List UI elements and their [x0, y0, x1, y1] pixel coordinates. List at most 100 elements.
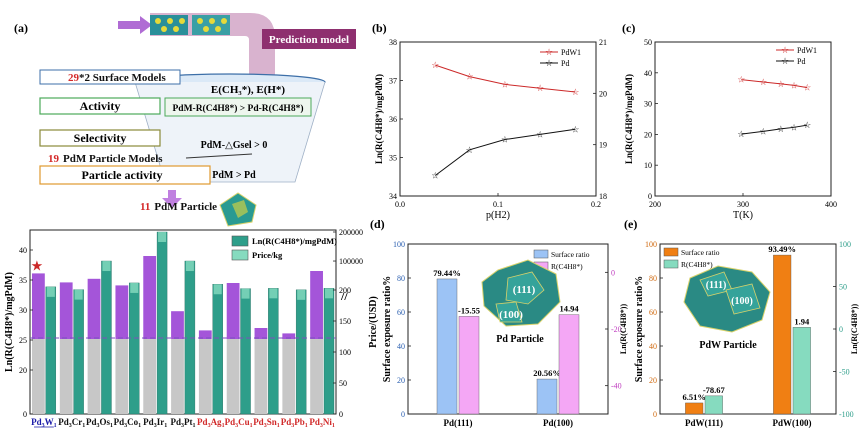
bar-price [212, 284, 223, 415]
pd-particle-title: Pd Particle [496, 334, 544, 345]
x-tick-label: Pd(100) [543, 418, 573, 428]
final-particle-image [219, 192, 257, 227]
bar-label-surface-ratio: 79.44% [433, 268, 461, 278]
bar-price-highlight [130, 282, 139, 293]
pd-particle-inset: (111) (100) Pd Particle [481, 259, 561, 345]
particle-activity-label: Particle activity [82, 168, 163, 182]
energy-descriptors: E(CH₃*), E(H*) [211, 84, 286, 96]
x-tick-label: Pd3Ni1 [309, 417, 335, 428]
bar-ln-bottom [32, 339, 45, 414]
series-line-Pd [434, 128, 576, 176]
y-tick-label-right: 0 [839, 325, 843, 334]
x-tick-label: PdW(100) [773, 418, 812, 428]
y-tick-label-left: 30 [19, 306, 27, 315]
chart-a-legend: Ln(R(C4H8*)/mgPdM) Price/kg [231, 235, 337, 261]
bar-ln-bottom [254, 339, 268, 414]
data-point-star: ☆ [759, 77, 767, 87]
legend-label-surface: Surface ratio [551, 250, 590, 259]
particle-activity-expression: PdM > Pd [212, 170, 256, 181]
y-tick-label-left: 20 [19, 366, 27, 375]
bar-r-value [458, 316, 480, 415]
bar-price-highlight [185, 261, 194, 272]
x-tick-label: Pd3W1 [31, 417, 57, 428]
y-tick-label-left: 80 [397, 274, 405, 283]
bar-surface-ratio [436, 278, 458, 415]
surface-model-thumbnail-2 [192, 15, 230, 35]
y-tick-label-left: 40 [397, 342, 405, 351]
bar-price [240, 288, 251, 415]
y-tick-label: 0 [648, 192, 652, 201]
bar-ln-bottom [115, 339, 129, 414]
y-tick-label: 30 [644, 100, 652, 109]
x-tick-label: 300 [737, 200, 749, 209]
y-tick-label-right: 0 [611, 268, 615, 277]
bar-ln-bottom [59, 339, 73, 414]
y-tick-label-right: 150 [339, 317, 351, 326]
bar-price-highlight [241, 288, 250, 299]
panel-a-funnel: (a) Prediction model 29*2 Surface Models… [14, 13, 356, 227]
bar-ln-top [198, 330, 212, 339]
chart-c-xlabel: T(K) [733, 210, 753, 221]
chart-d-ylabel-left: Surface exposure ratio% [382, 276, 393, 382]
x-tick-label: Pd3Ag1 [197, 417, 225, 428]
surface-count: 29 [68, 72, 80, 84]
data-point-star: ☆ [777, 124, 785, 134]
legend-label-r: R(C4H8*) [681, 260, 713, 269]
x-tick-label: 0.0 [395, 200, 405, 209]
x-tick-label: 0.1 [493, 200, 503, 209]
bar-price-highlight [102, 261, 111, 272]
panel-label-a: (a) [14, 21, 28, 35]
chart-d-ylabel-right: Ln(R(C4H8*)) [619, 304, 628, 355]
y-tick-label: 50 [644, 38, 652, 47]
prediction-model-banner [262, 29, 356, 49]
legend-label-pd: Pd [797, 57, 805, 66]
surface-atoms-pattern [155, 18, 227, 32]
legend-swatch-surface [663, 247, 679, 257]
x-tick-label: PdW(111) [685, 418, 723, 428]
data-point-star: ☆ [466, 145, 474, 155]
legend-label-price: Price/kg [252, 250, 283, 260]
facet-label-100: (100) [499, 309, 523, 321]
bar-ln-top [32, 273, 45, 339]
legend-label-pd: Pd [561, 59, 569, 68]
bar-ln-top [59, 282, 73, 339]
data-point-star: ☆ [737, 75, 745, 85]
chart-b-xlabel: p(H2) [486, 210, 510, 221]
chart-c-ylabel: Ln(R(C4H8*)/mgPdM) [624, 74, 634, 164]
data-point-star: ☆ [466, 72, 474, 82]
svg-text:29*2 Surface Models: 29*2 Surface Models [68, 72, 166, 84]
y-tick-label-left: 0 [401, 410, 405, 419]
chart-a-ylabel-right: Price/(USD) [368, 296, 379, 348]
bar-price [323, 288, 335, 415]
bar-price-highlight [297, 289, 306, 300]
legend-label-surface: Surface ratio [681, 248, 720, 257]
bar-surface-ratio [536, 378, 558, 415]
y-tick-label-left: 40 [649, 342, 657, 351]
pdw-particle-inset: (111) (100) PdW Particle [683, 265, 771, 351]
y-tick-label-left: 20 [397, 376, 405, 385]
bar-ln-top [282, 333, 296, 339]
x-tick-label: Pd3Pb1 [281, 417, 308, 428]
facet-label-100: (100) [731, 296, 753, 307]
bar-ln-bottom [87, 339, 101, 414]
y-tick-label-right: 100 [339, 348, 351, 357]
bar-label-surface-ratio: 93.49% [768, 244, 796, 254]
x-tick-label: 0.2 [591, 200, 601, 209]
activity-expression: PdM-R(C4H8*) > Pd-R(C4H8*) [172, 103, 303, 114]
pipe-arrow-head-icon [140, 16, 152, 34]
bar-ln-bottom [171, 339, 184, 414]
y-tick-label-right: 200000 [339, 228, 363, 237]
y-tick-label-right: -40 [611, 382, 622, 391]
bar-price-highlight [269, 288, 278, 299]
y-tick-label-left: 37 [389, 77, 397, 86]
y-tick-label-right: -100 [839, 410, 854, 419]
series-line-PdW1 [435, 64, 576, 93]
legend-star-icon: ☆ [545, 58, 553, 68]
data-point-star: ☆ [803, 120, 811, 130]
bar-label-r-value: 1.94 [794, 316, 810, 326]
y-tick-label-left: 80 [649, 274, 657, 283]
surface-model-thumbnail-1 [150, 15, 188, 35]
